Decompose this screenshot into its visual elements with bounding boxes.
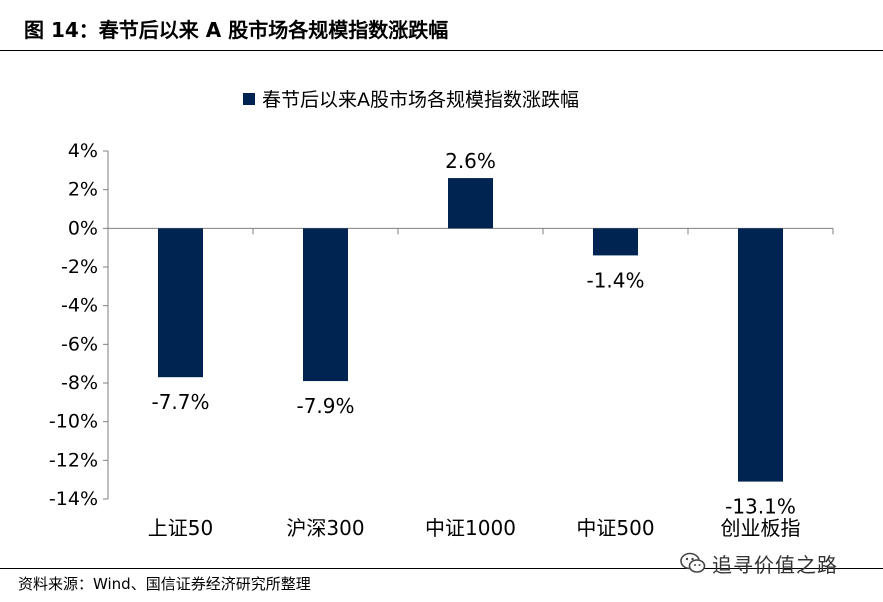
y-tick-label: -2%: [61, 256, 98, 278]
data-label: -1.4%: [586, 268, 644, 292]
bar: [593, 228, 638, 256]
bar: [448, 178, 493, 229]
data-label: -13.1%: [725, 495, 796, 519]
y-tick-label: 2%: [68, 179, 98, 201]
watermark: 追寻价值之路: [680, 549, 838, 577]
x-tick-label: 沪深300: [286, 516, 364, 540]
data-label: -7.9%: [296, 394, 354, 418]
y-tick-label: 4%: [68, 140, 98, 162]
data-label: 2.6%: [445, 149, 496, 173]
y-tick-label: -12%: [49, 449, 98, 471]
legend-swatch: [243, 93, 255, 105]
wechat-icon: [680, 552, 706, 573]
y-tick-label: -6%: [61, 333, 98, 355]
y-tick-label: -14%: [49, 488, 98, 510]
source-note: 资料来源：Wind、国信证券经济研究所整理: [18, 575, 311, 593]
x-tick-label: 中证1000: [425, 516, 516, 540]
y-tick-label: 0%: [68, 217, 98, 239]
legend-label: 春节后以来A股市场各规模指数涨跌幅: [262, 89, 579, 111]
footer-divider: [0, 568, 883, 569]
watermark-text: 追寻价值之路: [712, 552, 838, 577]
figure-title: 图 14：春节后以来 A 股市场各规模指数涨跌幅: [24, 18, 449, 42]
y-tick-label: -4%: [61, 295, 98, 317]
bar: [303, 228, 348, 382]
data-label: -7.7%: [151, 390, 209, 414]
y-tick-label: -8%: [61, 372, 98, 394]
x-tick-label: 上证50: [148, 516, 213, 540]
bar: [738, 228, 783, 482]
bar: [158, 228, 203, 378]
y-tick-label: -10%: [49, 411, 98, 433]
figure-header: 图 14：春节后以来 A 股市场各规模指数涨跌幅: [0, 0, 883, 51]
x-tick-label: 中证500: [576, 516, 654, 540]
x-tick-label: 创业板指: [721, 516, 801, 540]
